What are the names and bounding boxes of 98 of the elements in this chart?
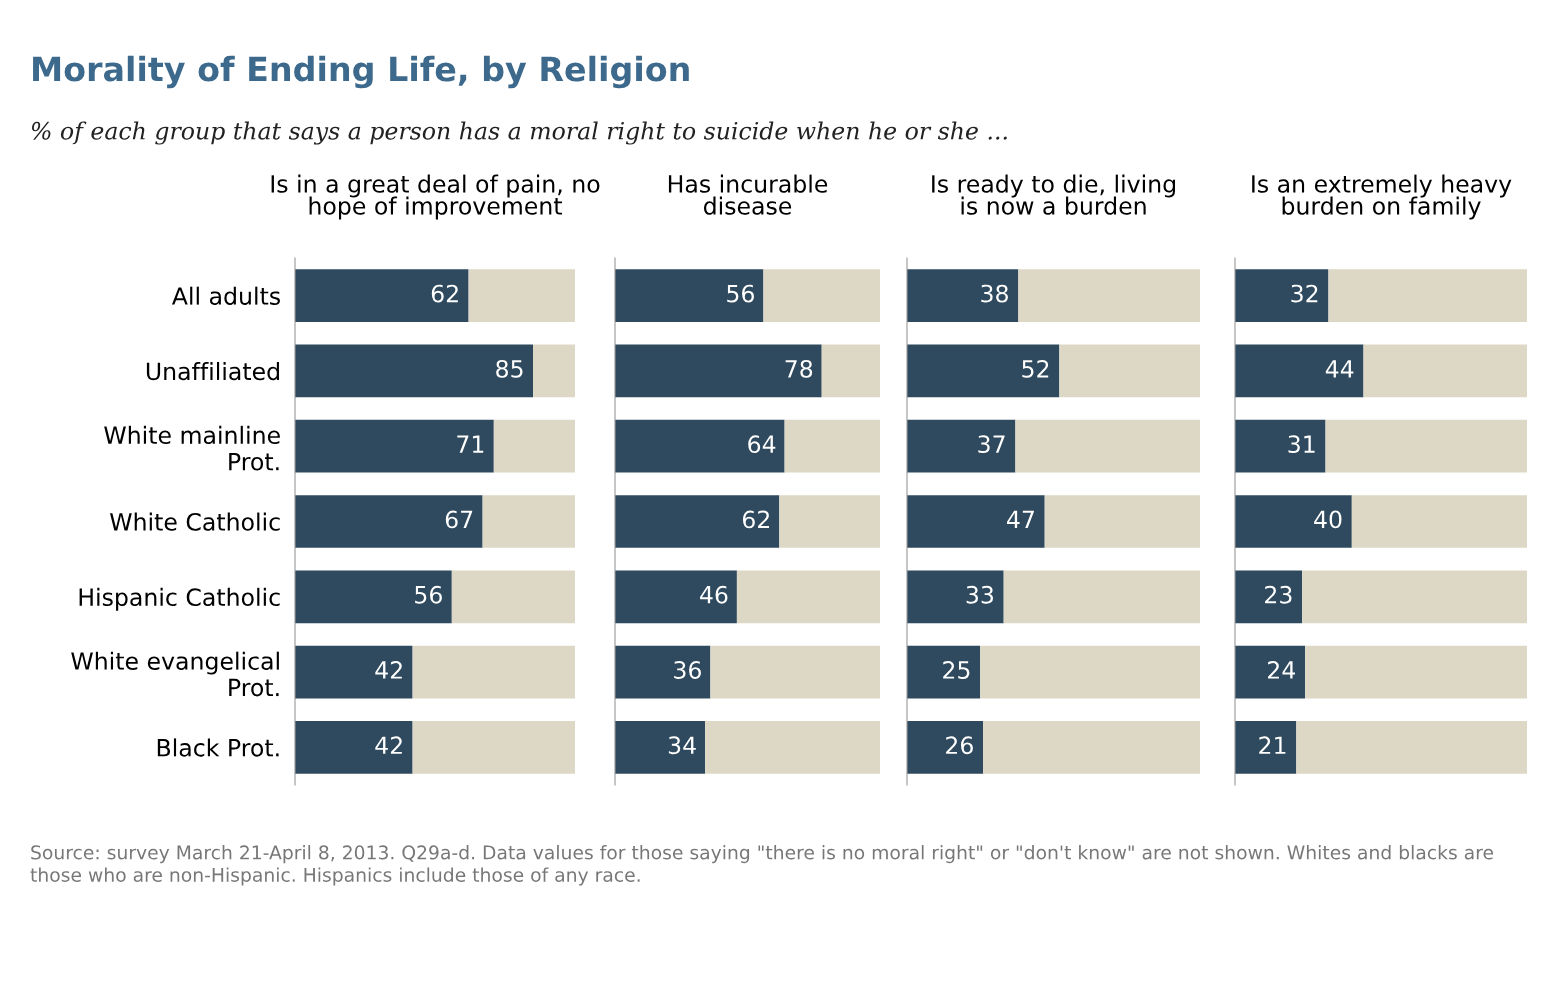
y-tick-label: White evangelical Prot. [71,651,279,697]
bar [533,344,575,398]
data-label: 42 [375,661,402,679]
data-label: 38 [981,284,1008,303]
y-tick-label: Black Prot. [157,738,279,757]
bar [1305,645,1527,699]
bar [1325,419,1527,473]
data-label: 32 [1291,284,1318,303]
y-tick-label: Hispanic Catholic [79,587,280,611]
bar [1018,269,1200,322]
bar [615,645,711,699]
bar [821,344,880,398]
data-label: 26 [946,736,973,755]
bar [1235,344,1364,398]
bar [1015,419,1200,473]
bar [1351,495,1527,548]
bar [763,269,880,322]
bar [482,495,575,548]
bar [295,570,452,624]
bar [784,419,880,473]
bar [615,721,706,774]
bar [615,344,822,398]
bar [493,419,575,473]
bar [907,570,1004,624]
bar [907,344,1060,398]
bar [451,570,575,624]
data-label: 62 [742,510,769,529]
data-label: 62 [431,284,458,303]
bar [907,645,981,699]
bar [1235,570,1303,624]
bar [710,645,880,699]
bar [1235,721,1297,774]
bar [907,419,1016,473]
bar [615,419,785,473]
bar [907,495,1045,548]
data-label: 56 [415,585,442,604]
bar [1302,570,1527,624]
bar [1235,269,1329,322]
bar [468,269,575,322]
data-label: 44 [1325,360,1354,378]
y-tick-label: White Catholic [110,512,280,531]
chart-title: Is in a great deal of pain, no hope of improvement [271,174,600,220]
bar [1044,495,1200,548]
data-label: 34 [668,736,696,755]
bar [1363,344,1527,398]
bar [295,721,413,774]
chart-title: Is ready to die, living is now a burden [932,174,1176,215]
data-label: 36 [674,661,701,679]
bar [705,721,880,774]
data-label: 85 [496,359,523,378]
data-label: 31 [1288,435,1315,454]
data-label: 42 [375,736,402,754]
bar [295,269,469,322]
bar [736,570,880,624]
bar [1296,721,1527,774]
source-note: Source: survey March 21-April 8, 2013. Q29a-d. Data values for those saying "there is no moral right" or "don't know" are not shown. Whites and blacks are those who are non-Hispanic. Hispanics include those of any race. [30,845,1494,886]
bar [1235,645,1306,699]
bar [1328,269,1527,322]
bar [295,645,413,699]
data-label: 46 [700,585,728,604]
bar [983,721,1200,774]
data-label: 24 [1268,661,1295,679]
bar [907,269,1019,322]
bar [1235,495,1352,548]
data-label: 56 [727,284,754,303]
y-tick-label: All adults [171,286,280,305]
bar [615,570,737,624]
bar [1059,344,1200,398]
chart-title: Is an extremely heavy burden on family [1252,174,1512,220]
text: % of each group that says a person has a moral right to suicide when he or she ... [31,121,1007,145]
y-tick-label: Unaffiliated [146,361,279,381]
data-label: 67 [445,510,473,529]
bar [779,495,880,548]
bar [980,645,1200,699]
data-label: 33 [966,585,994,604]
bar [295,419,494,473]
data-label: 37 [978,435,1005,454]
bar [1235,419,1326,473]
data-label: 25 [943,661,970,679]
data-label: 21 [1259,736,1286,754]
bar [412,645,575,699]
bar [412,721,575,774]
bar [295,344,533,398]
chart-title: Has incurable disease [668,174,828,215]
data-label: 23 [1265,585,1292,604]
data-label: 64 [748,435,776,454]
bar [907,721,984,774]
bar [1003,570,1200,624]
data-label: 40 [1314,510,1342,529]
data-label: 47 [1007,510,1034,529]
y-tick-label: White mainline Prot. [104,425,280,471]
data-label: 71 [457,435,484,453]
bar [615,495,780,548]
data-label: 78 [785,359,813,378]
bar [295,495,483,548]
data-label: 52 [1022,359,1049,378]
bar [615,269,764,322]
text: Morality of Ending Life, by Religion [33,55,689,89]
